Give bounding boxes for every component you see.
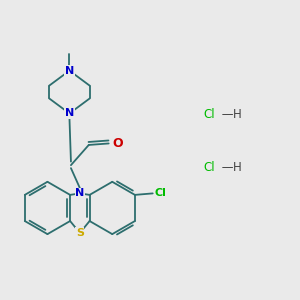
Text: Cl: Cl bbox=[203, 108, 215, 121]
Text: H: H bbox=[233, 108, 242, 121]
Text: N: N bbox=[75, 188, 85, 198]
Text: N: N bbox=[65, 66, 74, 76]
Text: —: — bbox=[218, 108, 237, 121]
Text: —: — bbox=[218, 161, 237, 174]
Text: Cl: Cl bbox=[203, 161, 215, 174]
Text: N: N bbox=[65, 108, 74, 118]
Text: Cl: Cl bbox=[155, 188, 167, 198]
Text: O: O bbox=[112, 137, 123, 150]
Text: H: H bbox=[233, 161, 242, 174]
Text: S: S bbox=[76, 228, 84, 238]
